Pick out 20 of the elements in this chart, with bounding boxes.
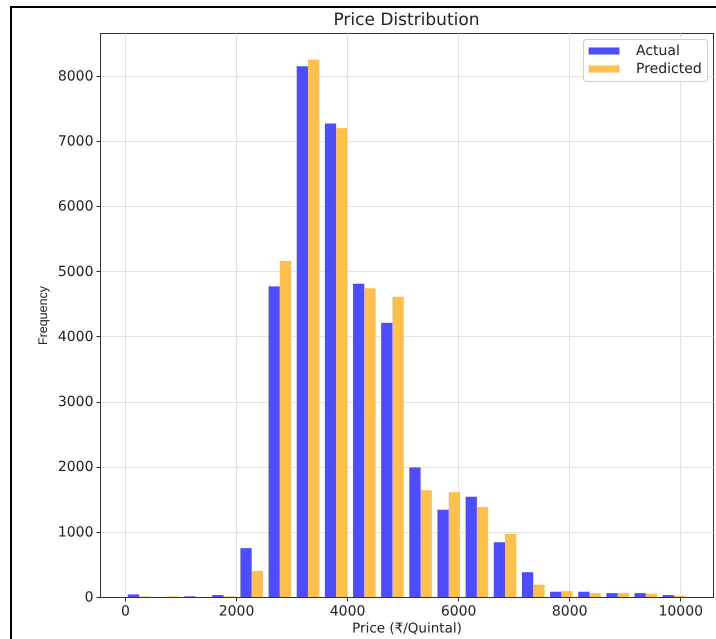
x-tick-label: 0 xyxy=(121,604,130,620)
x-tick-label: 10000 xyxy=(658,604,704,620)
legend-label: Predicted xyxy=(636,61,702,77)
x-tick-label: 8000 xyxy=(552,604,588,620)
legend-label: Actual xyxy=(636,43,680,59)
y-tick-label: 6000 xyxy=(58,198,94,215)
y-tick-label: 5000 xyxy=(58,264,94,280)
y-tick-label: 2000 xyxy=(58,459,94,476)
y-tick-label: 0 xyxy=(84,590,94,606)
y-tick-label: 3000 xyxy=(58,394,94,410)
chart-title: Price Distribution xyxy=(333,10,480,30)
y-tick-label: 4000 xyxy=(58,328,94,345)
x-tick-label: 6000 xyxy=(440,604,476,620)
y-axis-title: Frequency xyxy=(36,285,50,346)
x-tick-label: 2000 xyxy=(218,604,254,620)
x-axis-title: Price (₹/Quintal) xyxy=(352,620,462,636)
y-tick-label: 1000 xyxy=(58,524,94,540)
y-tick-label: 8000 xyxy=(58,68,94,84)
y-tick-label: 7000 xyxy=(58,134,94,150)
x-tick-label: 4000 xyxy=(330,604,366,620)
